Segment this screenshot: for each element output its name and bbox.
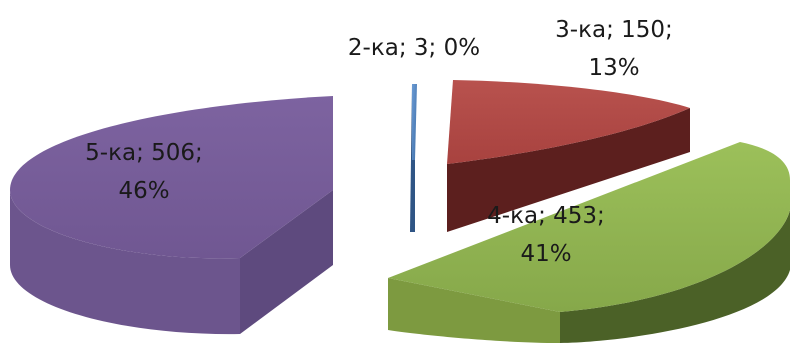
slice-3ka-top (447, 80, 690, 164)
slice-5ka-top (10, 96, 333, 259)
slice-4ka-side (560, 180, 790, 343)
label-5ka-line2: 46% (118, 178, 170, 204)
slice-5ka (10, 96, 333, 335)
slice-2ka-top (412, 84, 417, 160)
label-5ka: 5-ка; 506; 46% (64, 134, 224, 210)
slice-4ka-top (388, 142, 790, 312)
slice-5ka-side (240, 190, 333, 334)
slice-3ka (447, 80, 690, 232)
label-4ka-line2: 41% (520, 241, 572, 267)
label-4ka-line1: 4-ка; 453; (487, 203, 605, 229)
label-3ka: 3-ка; 150; 13% (534, 11, 694, 87)
label-3ka-line2: 13% (588, 55, 640, 81)
label-2ka-line1: 2-ка; 3; 0% (347, 35, 481, 61)
slice-4ka-front (388, 278, 560, 343)
label-2ka: 2-ка; 3; 0% (334, 29, 494, 67)
slice-5ka-front (10, 190, 240, 335)
slice-4ka (388, 142, 790, 343)
slice-3ka-side (447, 108, 690, 232)
label-4ka: 4-ка; 453; 41% (466, 197, 626, 273)
slice-2ka (410, 84, 417, 232)
label-3ka-line1: 3-ка; 150; (555, 17, 673, 43)
label-5ka-line1: 5-ка; 506; (85, 140, 203, 166)
